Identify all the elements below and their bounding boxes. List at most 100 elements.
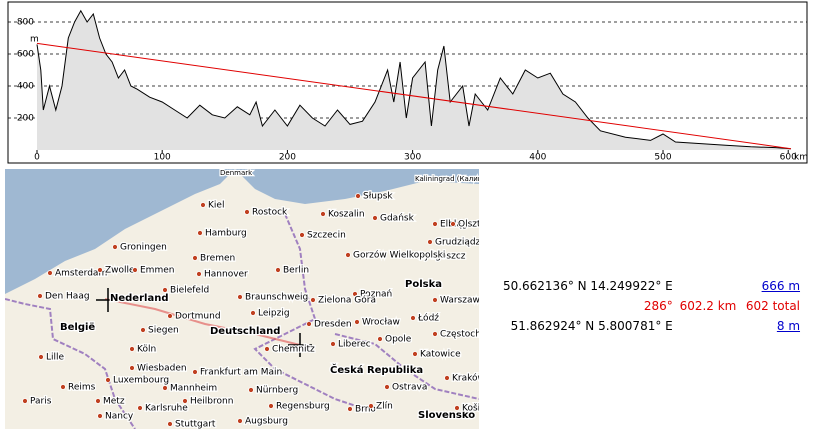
city-dot — [320, 211, 326, 217]
map-label: Słupsk — [363, 192, 393, 202]
city-dot — [410, 253, 416, 259]
map-label: Gdańsk — [380, 214, 415, 224]
city-dot — [264, 346, 270, 352]
map-label: Nancy — [105, 412, 134, 422]
map-label: Koszalin — [328, 210, 365, 220]
city-dot — [450, 221, 456, 227]
map-label: Regensburg — [276, 402, 330, 412]
map-label: Hannover — [204, 270, 248, 280]
bearing: 286° — [643, 299, 673, 313]
start-elevation-link[interactable]: 666 m — [761, 279, 801, 293]
map-label: Luxembourg — [113, 376, 169, 386]
map-label: Lille — [46, 353, 65, 363]
city-dot — [306, 321, 312, 327]
map-label: Ostrava — [392, 383, 427, 393]
city-dot — [47, 270, 53, 276]
city-dot — [352, 291, 358, 297]
y-unit: m — [30, 35, 39, 45]
x-tick-label: 0 — [34, 153, 40, 163]
city-dot — [432, 297, 438, 303]
map-label: België — [60, 322, 95, 333]
city-dot — [105, 377, 111, 383]
north-sea — [5, 169, 235, 294]
x-tick-label: 500 — [654, 153, 671, 163]
x-unit: km — [794, 153, 808, 163]
city-dot — [299, 232, 305, 238]
x-tick-label: 100 — [154, 153, 171, 163]
city-dot — [192, 255, 198, 261]
city-dot — [377, 336, 383, 342]
map-label: Slovensko — [418, 410, 475, 421]
city-dot — [275, 267, 281, 273]
map-label: Dortmund — [175, 312, 221, 322]
city-dot — [129, 346, 135, 352]
city-dot — [162, 385, 168, 391]
city-dot — [345, 252, 351, 258]
map-label: Katowice — [420, 350, 461, 360]
city-dot — [248, 387, 254, 393]
city-dot — [432, 221, 438, 227]
end-elevation-link[interactable]: 8 m — [776, 319, 801, 333]
map-label: Chemnitz — [272, 345, 315, 355]
map-label: Nürnberg — [256, 386, 298, 396]
city-dot — [354, 319, 360, 325]
route-endpoint-markers — [96, 288, 312, 357]
city-dot — [95, 398, 101, 404]
map-label: Kraków — [452, 373, 479, 384]
city-dot — [182, 398, 188, 404]
map-label: Zwolle — [105, 266, 135, 276]
city-dot — [347, 406, 353, 412]
map-label: Olsztyn — [458, 220, 479, 230]
border — [5, 298, 136, 429]
city-dot — [196, 271, 202, 277]
map-label: Rostock — [252, 208, 288, 218]
end-coords: 51.862924° N 5.800781° E — [510, 319, 673, 333]
city-dot — [237, 294, 243, 300]
map-label: Frankfurt am Main — [200, 368, 282, 378]
city-dot — [412, 351, 418, 357]
city-dot — [60, 384, 66, 390]
city-dot — [38, 354, 44, 360]
map-label: Siegen — [148, 326, 179, 336]
map-label: Nederland — [110, 293, 168, 304]
city-dot — [137, 405, 143, 411]
city-dot — [37, 293, 43, 299]
x-tick-label: 600 — [780, 153, 797, 163]
map-label: Mannheim — [170, 384, 217, 394]
city-dot — [97, 267, 103, 273]
map-label: Berlin — [283, 266, 309, 276]
city-dot — [132, 267, 138, 273]
map-label: Heilbronn — [190, 397, 233, 407]
x-tick-label: 300 — [404, 153, 421, 163]
y-tick-label: 600 — [17, 50, 34, 60]
elevation-area — [37, 10, 791, 150]
map-label: Kaliningrad (Калининград) — [415, 175, 479, 183]
city-dot — [330, 341, 336, 347]
map-label: Den Haag — [45, 292, 90, 302]
city-dot — [268, 403, 274, 409]
map-label: Warszawa — [440, 296, 479, 306]
map-label: Liberec — [338, 340, 371, 350]
map-label: Paris — [30, 397, 52, 407]
x-tick-label: 200 — [279, 153, 296, 163]
city-dot — [410, 315, 416, 321]
city-dot — [167, 313, 173, 319]
map-label: Wiesbaden — [137, 364, 187, 374]
map-label: Zlín — [376, 402, 393, 412]
info-panel: 50.662136° N 14.249922° E 666 m 286° 602… — [500, 276, 800, 336]
city-dot — [384, 384, 390, 390]
map-label: Polska — [405, 279, 442, 290]
city-dot — [432, 331, 438, 337]
map-label: Dresden — [314, 320, 352, 330]
map: Denmark Kaliningrad (Калининград) Kiel Rost… — [5, 169, 479, 429]
summary-row: 286° 602.2 km 602 total — [500, 296, 800, 316]
map-label: Emmen — [140, 266, 174, 276]
x-tick-label: 400 — [529, 153, 546, 163]
map-label: Szczecin — [307, 231, 346, 241]
map-label: Bydgoszcz — [418, 252, 466, 262]
city-dot — [372, 215, 378, 221]
map-label: Łódź — [417, 313, 439, 324]
city-dot — [368, 403, 374, 409]
city-dot — [237, 418, 243, 424]
